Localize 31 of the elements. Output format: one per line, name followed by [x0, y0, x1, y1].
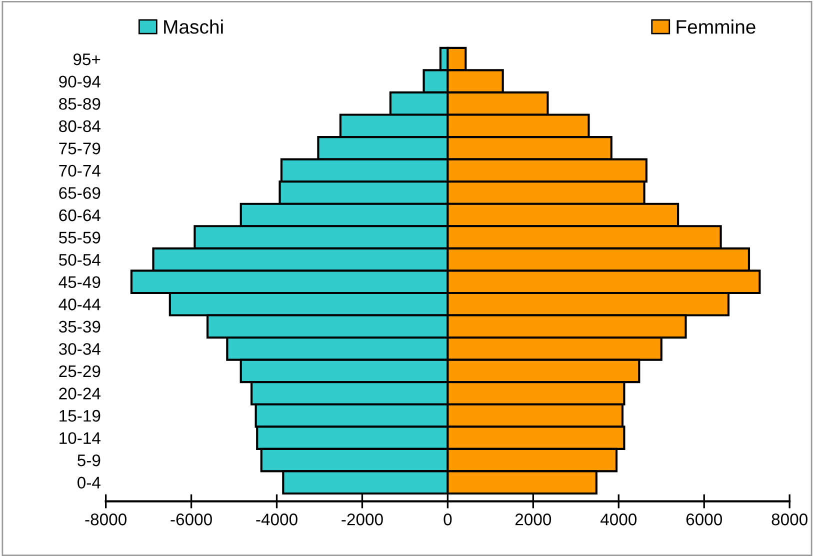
x-tick-label: 8000: [772, 514, 808, 526]
y-tick-label: 90-94: [59, 76, 100, 88]
y-tick-label: 70-74: [59, 164, 100, 177]
x-tick-label: 2000: [515, 514, 552, 526]
x-tick-label: 0: [444, 514, 452, 526]
y-tick-label: 20-24: [59, 388, 100, 400]
y-tick-label: 25-29: [59, 365, 100, 378]
y-tick-label: 15-19: [60, 410, 100, 422]
y-tick-label: 95+: [73, 53, 100, 66]
y-tick-label: 45-49: [58, 276, 100, 288]
x-tick-label: -2000: [342, 514, 383, 526]
x-tick-label: -6000: [170, 514, 212, 526]
x-tick-label: 6000: [686, 514, 722, 526]
y-tick-label: 10-14: [60, 432, 100, 444]
y-tick-label: 60-64: [59, 209, 100, 222]
y-tick-label: 55-59: [59, 232, 100, 244]
y-tick-label: 85-89: [59, 98, 100, 110]
y-tick-label: 50-54: [59, 254, 100, 266]
legend-label: Maschi: [164, 20, 223, 34]
y-tick-label: 80-84: [59, 120, 100, 132]
y-tick-label: 65-69: [59, 187, 100, 199]
y-tick-label: 5-9: [78, 454, 100, 466]
y-tick-label: 35-39: [58, 320, 100, 333]
x-tick-label: 4000: [600, 514, 637, 526]
x-tick-label: -4000: [256, 514, 298, 526]
legend-label: Femmine: [676, 20, 756, 34]
x-tick-label: -8000: [85, 514, 126, 526]
y-tick-label: 75-79: [59, 142, 100, 154]
y-tick-label: 30-34: [58, 343, 100, 355]
y-tick-label: 40-44: [58, 298, 100, 310]
y-tick-label: 0-4: [78, 476, 100, 489]
